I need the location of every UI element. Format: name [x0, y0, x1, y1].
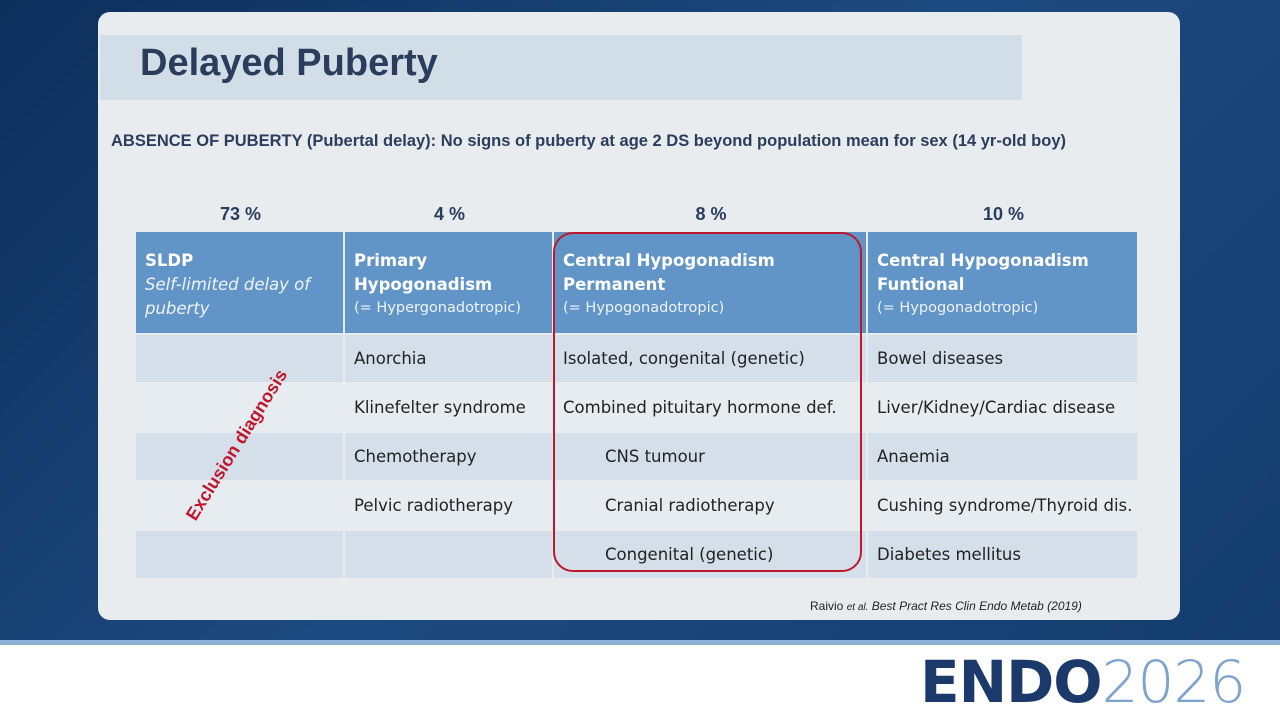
percentage: 8 %: [695, 204, 727, 224]
header-title: Permanent: [563, 275, 666, 294]
author: Raivio: [810, 599, 844, 613]
table-cell: [136, 433, 343, 480]
title-band: [100, 35, 1022, 100]
et-al: et al.: [846, 602, 869, 613]
header-cell: Central Hypogonadism Funtional (= Hypogona…: [868, 232, 1137, 333]
table-cell: Isolated, congenital (genetic): [554, 335, 866, 382]
header-subtitle: puberty: [145, 299, 210, 318]
header-note: (= Hypogonadotropic): [877, 300, 1039, 316]
table-cell: Chemotherapy: [345, 433, 552, 480]
logo-brand: ENDO: [920, 648, 1103, 716]
header-cell: Primary Hypogonadism (= Hypergonadotropic): [345, 232, 552, 333]
header-title: Funtional: [877, 275, 965, 294]
percentage: 73 %: [219, 204, 262, 224]
table-cell: Klinefelter syndrome: [345, 384, 552, 431]
source: Best Pract Res Clin Endo Metab (2019): [871, 599, 1082, 613]
highlight-frame: [553, 232, 862, 572]
header-title: Hypogonadism: [354, 275, 493, 294]
table-cell: Liver/Kidney/Cardiac disease: [868, 384, 1137, 431]
table-cell: [136, 335, 343, 382]
table-cell: Pelvic radiotherapy: [345, 482, 552, 529]
citation: Raivio et al. Best Pract Res Clin Endo M…: [810, 599, 1082, 613]
logo-year: 2026: [1101, 648, 1247, 716]
table-cell: [136, 384, 343, 431]
footer-band: [0, 640, 1280, 720]
table-cell: Anaemia: [868, 433, 1137, 480]
table-cell: Cushing syndrome/Thyroid dis.: [868, 482, 1137, 529]
header-note: (= Hypogonadotropic): [563, 300, 725, 316]
header-subtitle: Self-limited delay of: [145, 275, 311, 294]
table-cell: Bowel diseases: [868, 335, 1137, 382]
table-cell: CNS tumour: [554, 433, 866, 480]
header-cell: Central Hypogonadism Permanent (= Hypogona…: [554, 232, 866, 333]
title: Delayed Puberty: [140, 42, 438, 84]
header-note: (= Hypergonadotropic): [354, 300, 522, 316]
table-cell: Anorchia: [345, 335, 552, 382]
table-cell: [136, 482, 343, 529]
header-title: Central Hypogonadism: [877, 251, 1089, 270]
header-title: Central Hypogonadism: [563, 251, 775, 270]
percentage: 4 %: [433, 204, 466, 224]
definition: ABSENCE OF PUBERTY (Pubertal delay): No …: [111, 132, 1067, 150]
table-cell: Cranial radiotherapy: [554, 482, 866, 529]
table-cell: Diabetes mellitus: [868, 531, 1137, 578]
logo: ENDO2026: [920, 648, 1247, 716]
percentage: 10 %: [982, 204, 1025, 224]
header-cell: SLDP Self-limited delay of puberty: [136, 232, 343, 333]
table-cell: [136, 531, 343, 578]
header-title: SLDP: [145, 251, 194, 270]
header-title: Primary: [354, 251, 428, 270]
table-cell: Combined pituitary hormone def.: [554, 384, 866, 431]
table-cell: [345, 531, 552, 578]
